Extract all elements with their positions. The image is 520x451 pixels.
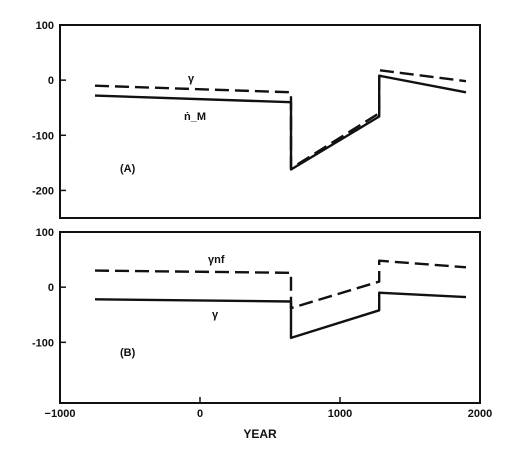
panel-b-series <box>94 259 467 340</box>
y-tick-label-a-2: -100 <box>32 130 54 142</box>
series-label-gammanf-b: γnf <box>208 254 225 266</box>
y-tick-label-b-1: 0 <box>48 282 54 294</box>
panel-b-x-ticks: −1000 0 1000 2000 <box>45 397 492 420</box>
x-axis-label: YEAR <box>243 427 277 441</box>
panel-b-y-ticks: 100 0 -100 <box>32 227 66 349</box>
panel-b-label: (B) <box>120 347 136 359</box>
series-line-a-0 <box>94 68 467 170</box>
panel-a-label: (A) <box>120 163 136 175</box>
x-tick-label-0: −1000 <box>45 408 76 420</box>
x-tick-label-3: 2000 <box>468 408 492 420</box>
x-tick-label-2: 1000 <box>328 408 352 420</box>
panel-a-frame <box>59 24 481 219</box>
y-tick-label-a-1: 0 <box>48 75 54 87</box>
panel-b-frame <box>59 231 481 404</box>
panel-a: 100 0 -100 -200 (A) γ ṅ_M <box>32 20 481 219</box>
series-label-nm-a: ṅ_M <box>184 111 206 123</box>
series-line-a-1 <box>94 74 467 171</box>
panel-a-series <box>94 68 467 171</box>
panel-b: 1000-100 −1000 0 1000 2000 (B) γnf γ YEAR <box>32 227 492 441</box>
series-line-b-1 <box>94 291 467 340</box>
series-label-gamma-a: γ <box>188 73 195 85</box>
x-tick-label-1: 0 <box>197 408 203 420</box>
series-label-gamma-b: γ <box>212 309 219 321</box>
y-tick-label-b-2: -100 <box>32 337 54 349</box>
y-tick-label-a-3: -200 <box>32 185 54 197</box>
y-tick-label-a-0: 100 <box>36 20 54 32</box>
panel-a-y-ticks: 100 0 -100 -200 <box>32 20 66 197</box>
series-line-b-0 <box>94 259 467 310</box>
y-tick-label-b-0: 100 <box>36 227 54 239</box>
